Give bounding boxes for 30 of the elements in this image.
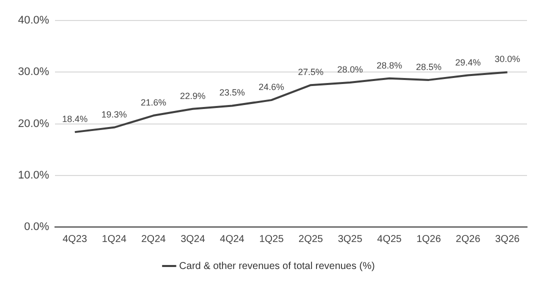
data-label: 28.0% <box>337 64 363 75</box>
y-tick-label: 0.0% <box>24 221 50 234</box>
x-tick-label: 2Q25 <box>298 234 324 245</box>
y-tick-label: 10.0% <box>18 169 50 182</box>
data-label: 21.6% <box>140 98 166 108</box>
data-label: 28.5% <box>416 62 442 72</box>
x-tick-label: 3Q26 <box>495 234 520 245</box>
data-label: 18.4% <box>62 114 88 124</box>
data-label: 27.5% <box>298 67 324 78</box>
legend-label: Card & other revenues of total revenues (%) <box>179 260 375 272</box>
x-tick-label: 3Q24 <box>180 234 206 245</box>
data-label: 24.6% <box>258 82 284 92</box>
data-label: 28.8% <box>376 60 402 70</box>
x-tick-label: 4Q25 <box>377 234 402 245</box>
x-tick-label: 1Q25 <box>259 234 284 245</box>
y-tick-label: 20.0% <box>18 118 50 130</box>
x-tick-label: 1Q24 <box>102 234 127 245</box>
y-tick-label: 30.0% <box>18 66 50 78</box>
x-tick-label: 4Q23 <box>62 234 88 245</box>
x-tick-label: 1Q26 <box>416 234 442 245</box>
x-tick-label: 2Q24 <box>141 234 166 245</box>
data-label: 23.5% <box>219 88 245 98</box>
x-tick-label: 4Q24 <box>220 234 245 245</box>
data-label: 29.4% <box>455 57 481 68</box>
data-label: 22.9% <box>180 90 206 101</box>
data-label: 30.0% <box>494 54 520 64</box>
x-tick-label: 3Q25 <box>338 234 363 245</box>
x-tick-label: 2Q26 <box>456 234 481 245</box>
y-tick-label: 40.0% <box>18 14 50 27</box>
data-label: 19.3% <box>101 109 127 120</box>
